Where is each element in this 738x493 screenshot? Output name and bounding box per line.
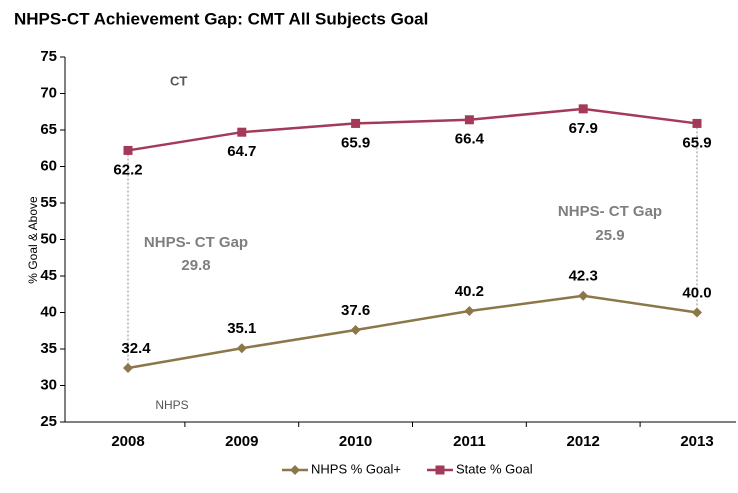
marker [464, 306, 475, 317]
y-axis-label: % Goal & Above [26, 196, 40, 284]
marker [123, 145, 133, 155]
y-tick-label: 35 [40, 340, 57, 357]
legend-label: NHPS % Goal+ [311, 461, 401, 476]
data-label: 37.6 [341, 302, 370, 319]
marker [578, 290, 589, 301]
series-line [127, 294, 698, 370]
marker [350, 325, 361, 336]
y-tick-label: 65 [40, 121, 57, 138]
data-label: 64.7 [227, 143, 256, 160]
data-label: 42.3 [569, 268, 598, 285]
annotation: NHPS- CT Gap [558, 203, 662, 220]
annotation: 29.8 [181, 257, 210, 274]
y-tick-label: 50 [40, 230, 57, 247]
x-tick-label: 2010 [339, 433, 372, 450]
x-tick-label: 2011 [453, 433, 486, 450]
marker [578, 104, 588, 114]
data-label: 67.9 [569, 120, 598, 137]
annotation: NHPS- CT Gap [144, 234, 248, 251]
y-tick-label: 30 [40, 376, 57, 393]
y-tick-label: 25 [40, 413, 57, 430]
annotation: CT [170, 73, 187, 88]
y-tick-label: 45 [40, 267, 57, 284]
y-tick-label: 75 [40, 48, 57, 65]
legend-marker [290, 465, 300, 475]
marker [692, 307, 702, 318]
marker [123, 362, 133, 373]
data-label: 32.4 [121, 340, 151, 357]
annotation: 25.9 [595, 227, 624, 244]
data-label: 35.1 [227, 320, 256, 337]
annotation: NHPS [155, 398, 188, 412]
series-line [127, 107, 698, 152]
marker [237, 127, 247, 137]
marker [692, 118, 702, 128]
y-tick-label: 60 [40, 157, 57, 174]
data-label: 65.9 [341, 134, 370, 151]
x-tick-label: 2013 [680, 433, 713, 450]
data-label: 66.4 [455, 131, 485, 148]
data-label: 40.2 [455, 283, 484, 300]
legend-label: State % Goal [456, 461, 533, 476]
x-tick-label: 2009 [225, 433, 258, 450]
marker [464, 115, 474, 125]
chart-title: NHPS-CT Achievement Gap: CMT All Subject… [14, 9, 428, 28]
y-tick-label: 70 [40, 84, 57, 101]
legend-marker [435, 465, 445, 475]
y-tick-label: 40 [40, 303, 57, 320]
x-tick-label: 2008 [111, 433, 144, 450]
data-label: 65.9 [682, 134, 711, 151]
marker [236, 343, 247, 354]
y-tick-label: 55 [40, 194, 57, 211]
x-tick-label: 2012 [567, 433, 600, 450]
data-label: 62.2 [113, 161, 142, 178]
data-label: 40.0 [682, 284, 711, 301]
marker [351, 118, 361, 128]
